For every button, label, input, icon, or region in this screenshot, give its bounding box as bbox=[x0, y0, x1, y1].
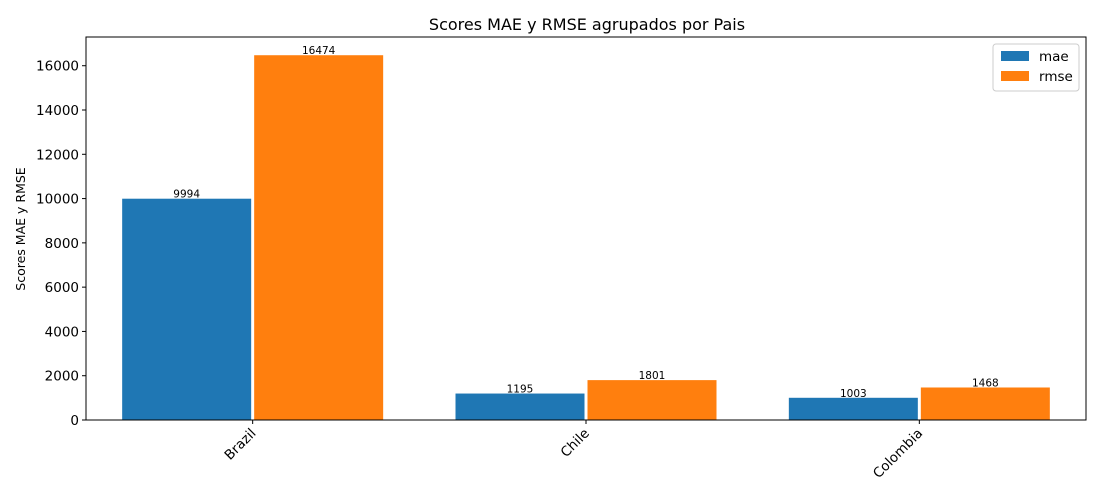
y-tick-label: 6000 bbox=[45, 280, 79, 296]
x-tick-label: Colombia bbox=[870, 426, 926, 482]
data-label-rmse-brazil: 16474 bbox=[302, 45, 336, 57]
y-tick-label: 14000 bbox=[36, 103, 79, 119]
x-tick-label: Brazil bbox=[222, 426, 260, 464]
chart-title: Scores MAE y RMSE agrupados por Pais bbox=[429, 15, 745, 34]
x-tick-label: Chile bbox=[558, 426, 593, 461]
legend: mae rmse bbox=[992, 43, 1080, 92]
y-tick-label: 16000 bbox=[36, 59, 79, 75]
y-tick-label: 12000 bbox=[36, 147, 79, 163]
data-label-rmse-chile: 1801 bbox=[639, 370, 666, 382]
data-label-mae-chile: 1195 bbox=[507, 384, 534, 396]
bar-rmse-colombia bbox=[920, 387, 1050, 420]
data-label-mae-brazil: 9994 bbox=[173, 189, 200, 201]
legend-swatch-mae bbox=[1001, 51, 1029, 61]
bar-mae-colombia bbox=[788, 397, 918, 420]
y-tick-label: 4000 bbox=[45, 324, 79, 340]
legend-label-mae: mae bbox=[1039, 49, 1069, 65]
plot-area: 9994 16474 Brazil 1195 1801 Chile 1003 1468 Colo… bbox=[36, 36, 1087, 482]
y-tick-label: 0 bbox=[70, 413, 79, 429]
data-label-mae-colombia: 1003 bbox=[840, 388, 867, 400]
legend-swatch-rmse bbox=[1001, 71, 1029, 81]
bar-rmse-brazil bbox=[254, 55, 384, 421]
data-label-rmse-colombia: 1468 bbox=[972, 377, 999, 389]
legend-label-rmse: rmse bbox=[1039, 69, 1073, 85]
bar-mae-chile bbox=[455, 393, 585, 420]
bar-mae-brazil bbox=[122, 198, 252, 420]
y-tick-label: 10000 bbox=[36, 192, 79, 208]
plot-frame bbox=[85, 36, 1087, 421]
y-tick-label: 8000 bbox=[45, 236, 79, 252]
bar-rmse-chile bbox=[587, 380, 717, 420]
y-axis-label: Scores MAE y RMSE bbox=[13, 167, 28, 290]
y-tick-label: 2000 bbox=[45, 369, 79, 385]
